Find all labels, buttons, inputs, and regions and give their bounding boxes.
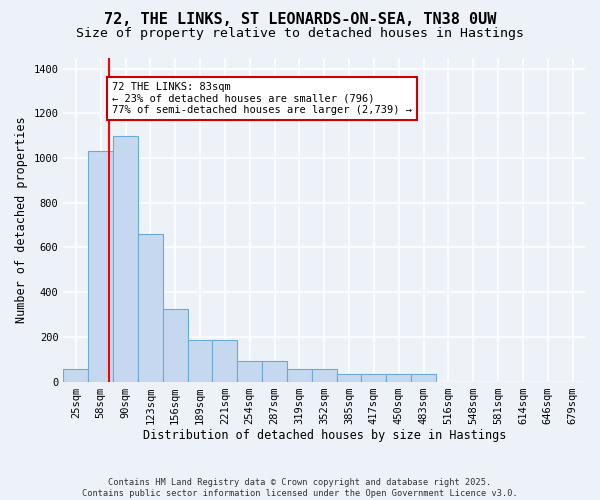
Bar bbox=[411, 374, 436, 382]
Bar bbox=[113, 136, 138, 382]
Bar bbox=[262, 362, 287, 382]
Bar bbox=[163, 309, 188, 382]
Text: 72 THE LINKS: 83sqm
← 23% of detached houses are smaller (796)
77% of semi-detac: 72 THE LINKS: 83sqm ← 23% of detached ho… bbox=[112, 82, 412, 116]
X-axis label: Distribution of detached houses by size in Hastings: Distribution of detached houses by size … bbox=[143, 430, 506, 442]
Bar bbox=[88, 152, 113, 382]
Bar bbox=[138, 234, 163, 382]
Bar bbox=[287, 370, 312, 382]
Text: Size of property relative to detached houses in Hastings: Size of property relative to detached ho… bbox=[76, 28, 524, 40]
Bar bbox=[386, 374, 411, 382]
Text: 72, THE LINKS, ST LEONARDS-ON-SEA, TN38 0UW: 72, THE LINKS, ST LEONARDS-ON-SEA, TN38 … bbox=[104, 12, 496, 28]
Bar bbox=[64, 370, 88, 382]
Bar bbox=[312, 370, 337, 382]
Bar bbox=[212, 340, 237, 382]
Bar bbox=[361, 374, 386, 382]
Bar bbox=[188, 340, 212, 382]
Bar bbox=[237, 362, 262, 382]
Text: Contains HM Land Registry data © Crown copyright and database right 2025.
Contai: Contains HM Land Registry data © Crown c… bbox=[82, 478, 518, 498]
Y-axis label: Number of detached properties: Number of detached properties bbox=[15, 116, 28, 323]
Bar bbox=[337, 374, 361, 382]
